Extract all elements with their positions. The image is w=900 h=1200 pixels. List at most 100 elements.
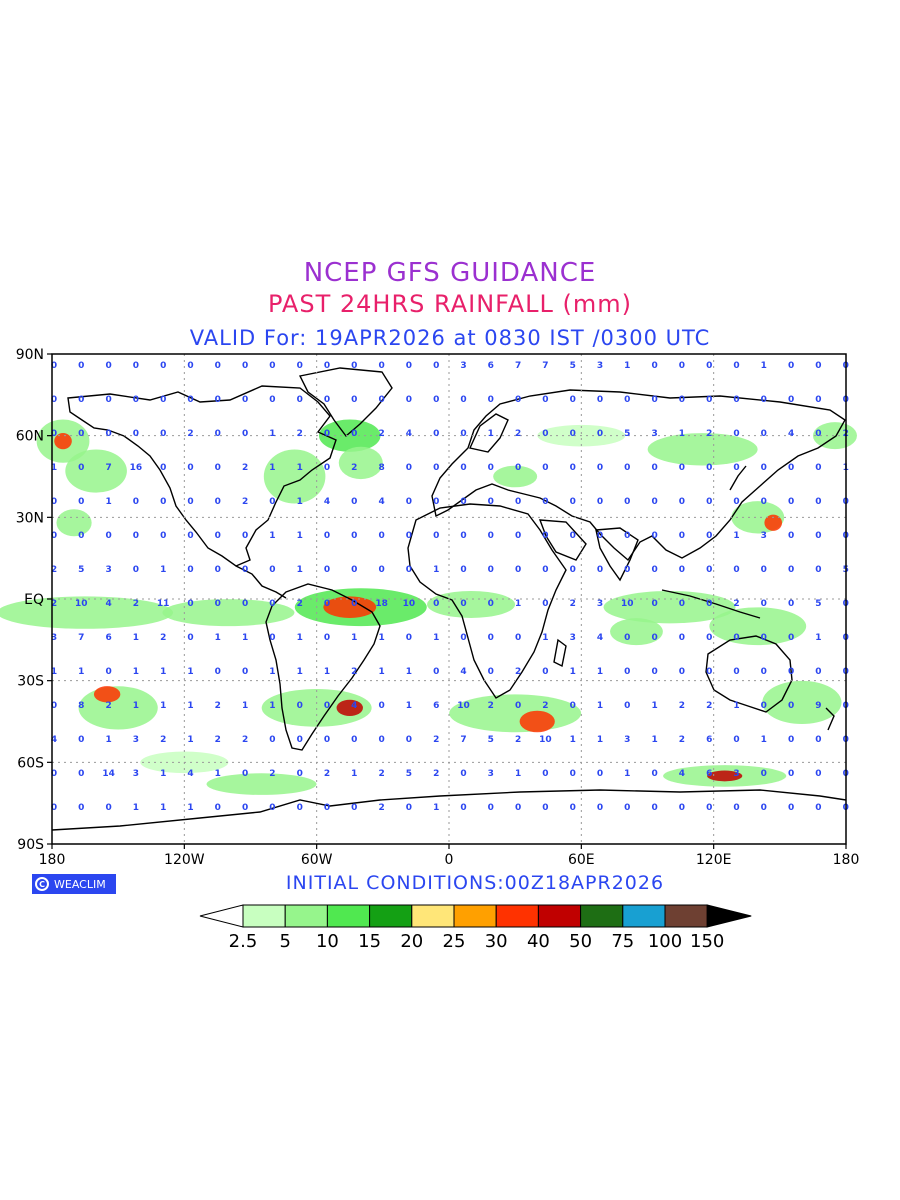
rain-area-10 [336, 699, 363, 716]
grid-value: 0 [433, 599, 439, 609]
grid-value: 0 [215, 429, 221, 439]
grid-value: 14 [102, 769, 115, 779]
lon-label: 120W [164, 852, 205, 868]
grid-value: 1 [597, 701, 603, 711]
grid-value: 1 [187, 701, 193, 711]
grid-value: 0 [378, 735, 384, 745]
grid-value: 0 [624, 395, 630, 405]
lon-label: 120E [696, 852, 732, 868]
grid-value: 4 [406, 429, 412, 439]
grid-value: 0 [78, 531, 84, 541]
grid-value: 1 [406, 701, 412, 711]
grid-value: 0 [624, 565, 630, 575]
grid-value: 2 [215, 701, 221, 711]
grid-value: 0 [187, 497, 193, 507]
grid-value: 1 [269, 701, 275, 711]
grid-value: 0 [324, 463, 330, 473]
grid-value: 1 [133, 803, 139, 813]
grid-value: 1 [51, 667, 57, 677]
grid-value: 4 [788, 429, 794, 439]
grid-value: 0 [433, 463, 439, 473]
grid-value: 0 [651, 497, 657, 507]
grid-value: 2 [269, 769, 275, 779]
grid-value: 8 [78, 701, 84, 711]
grid-value: 2 [542, 701, 548, 711]
grid-value: 0 [324, 735, 330, 745]
grid-value: 1 [378, 633, 384, 643]
grid-value: 0 [324, 429, 330, 439]
grid-value: 0 [542, 463, 548, 473]
legend-label: 20 [400, 931, 423, 952]
grid-value: 0 [679, 667, 685, 677]
grid-value: 11 [157, 599, 170, 609]
grid-value: 10 [403, 599, 416, 609]
grid-value: 0 [460, 395, 466, 405]
indonesia-outline [661, 589, 761, 619]
grid-value: 0 [133, 497, 139, 507]
grid-value: 0 [242, 395, 248, 405]
grid-value: 2 [160, 633, 166, 643]
grid-value: 2 [679, 735, 685, 745]
grid-value: 2 [351, 667, 357, 677]
grid-value: 0 [187, 463, 193, 473]
grid-value: 0 [269, 803, 275, 813]
grid-value: 0 [815, 531, 821, 541]
grid-value: 0 [269, 497, 275, 507]
grid-value: 2 [488, 701, 494, 711]
grid-value: 0 [187, 395, 193, 405]
grid-value: 0 [78, 803, 84, 813]
grid-value: 0 [133, 429, 139, 439]
grid-value: 1 [160, 701, 166, 711]
grid-value: 0 [542, 395, 548, 405]
grid-value: 0 [160, 395, 166, 405]
eurasia-outline [431, 389, 846, 562]
legend-swatch [495, 904, 539, 928]
grid-value: 0 [624, 701, 630, 711]
grid-value: 1 [433, 803, 439, 813]
grid-value: 0 [406, 803, 412, 813]
grid-value: 2 [242, 497, 248, 507]
grid-value: 0 [187, 565, 193, 575]
grid-value: 0 [706, 497, 712, 507]
legend-swatch [453, 904, 497, 928]
grid-value: 0 [679, 531, 685, 541]
rain-area-25 [56, 509, 92, 537]
grid-value: 0 [706, 395, 712, 405]
madagascar-outline [553, 638, 567, 668]
legend-arrow-low [199, 904, 244, 928]
grid-value: 0 [651, 361, 657, 371]
grid-value: 0 [515, 701, 521, 711]
rain-area-5 [603, 590, 736, 624]
grid-value: 0 [160, 429, 166, 439]
grid-value: 4 [105, 599, 111, 609]
lat-label: 90N [16, 347, 44, 363]
legend-swatch [326, 904, 371, 928]
grid-value: 0 [488, 463, 494, 473]
rain-area-14 [707, 770, 743, 782]
grid-value: 0 [515, 531, 521, 541]
grid-value: 0 [597, 429, 603, 439]
grid-value: 0 [679, 565, 685, 575]
grid-value: 0 [597, 803, 603, 813]
grid-value: 0 [679, 463, 685, 473]
weaclim-badge: C WEACLIM [32, 874, 116, 894]
grid-value: 1 [297, 463, 303, 473]
legend-swatch [242, 904, 286, 928]
grid-value: 0 [378, 531, 384, 541]
grid-value: 2 [515, 735, 521, 745]
grid-value: 1 [133, 633, 139, 643]
grid-value: 2 [242, 735, 248, 745]
grid-value: 2 [187, 429, 193, 439]
legend-label: 30 [485, 931, 508, 952]
scandinavia-outline [469, 413, 509, 453]
grid-value: 1 [297, 667, 303, 677]
grid-value: 0 [406, 361, 412, 371]
grid-value: 3 [488, 769, 494, 779]
grid-value: 0 [351, 361, 357, 371]
grid-value: 0 [761, 769, 767, 779]
lat-label: 60S [17, 755, 44, 771]
grid-value: 0 [651, 769, 657, 779]
grid-value: 0 [78, 769, 84, 779]
grid-value: 1 [570, 735, 576, 745]
grid-value: 0 [433, 395, 439, 405]
